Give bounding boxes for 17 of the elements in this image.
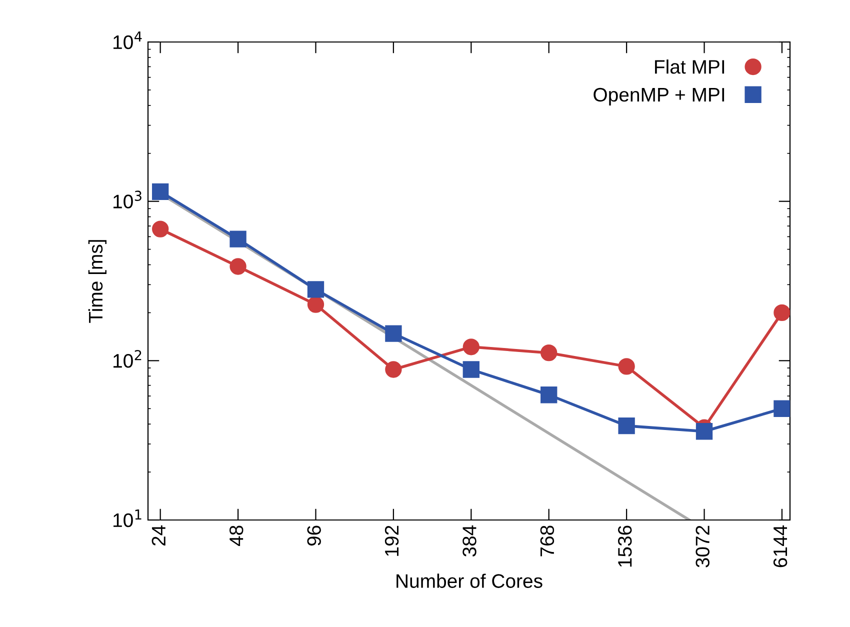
y-tick-label: 10$^{2}$ [114,350,142,368]
x-tick-label: 768 [540,526,554,556]
x-tick-label: 6144 [773,525,788,568]
y-axis-title: Time [ms] [88,240,106,323]
x-tick-label: 192 [384,526,399,556]
x-tick-label: 24 [152,525,166,546]
x-tick-label: 1536 [618,526,632,567]
legend-label: OpenMP + MPI [594,88,724,106]
x-tick-label: 384 [462,525,476,557]
x-tick-label: 48 [229,526,244,546]
y-tick-label: 10$^{4}$ [114,32,142,50]
y-tick-label: 10$^{1}$ [114,510,142,528]
y-tick-label: 10$^{3}$ [114,190,142,208]
legend-label: Flat MPI [655,60,724,74]
x-axis-title: Number of Cores [396,574,542,588]
x-tick-label: 96 [307,526,321,546]
x-tick-label: 3072 [696,526,710,568]
